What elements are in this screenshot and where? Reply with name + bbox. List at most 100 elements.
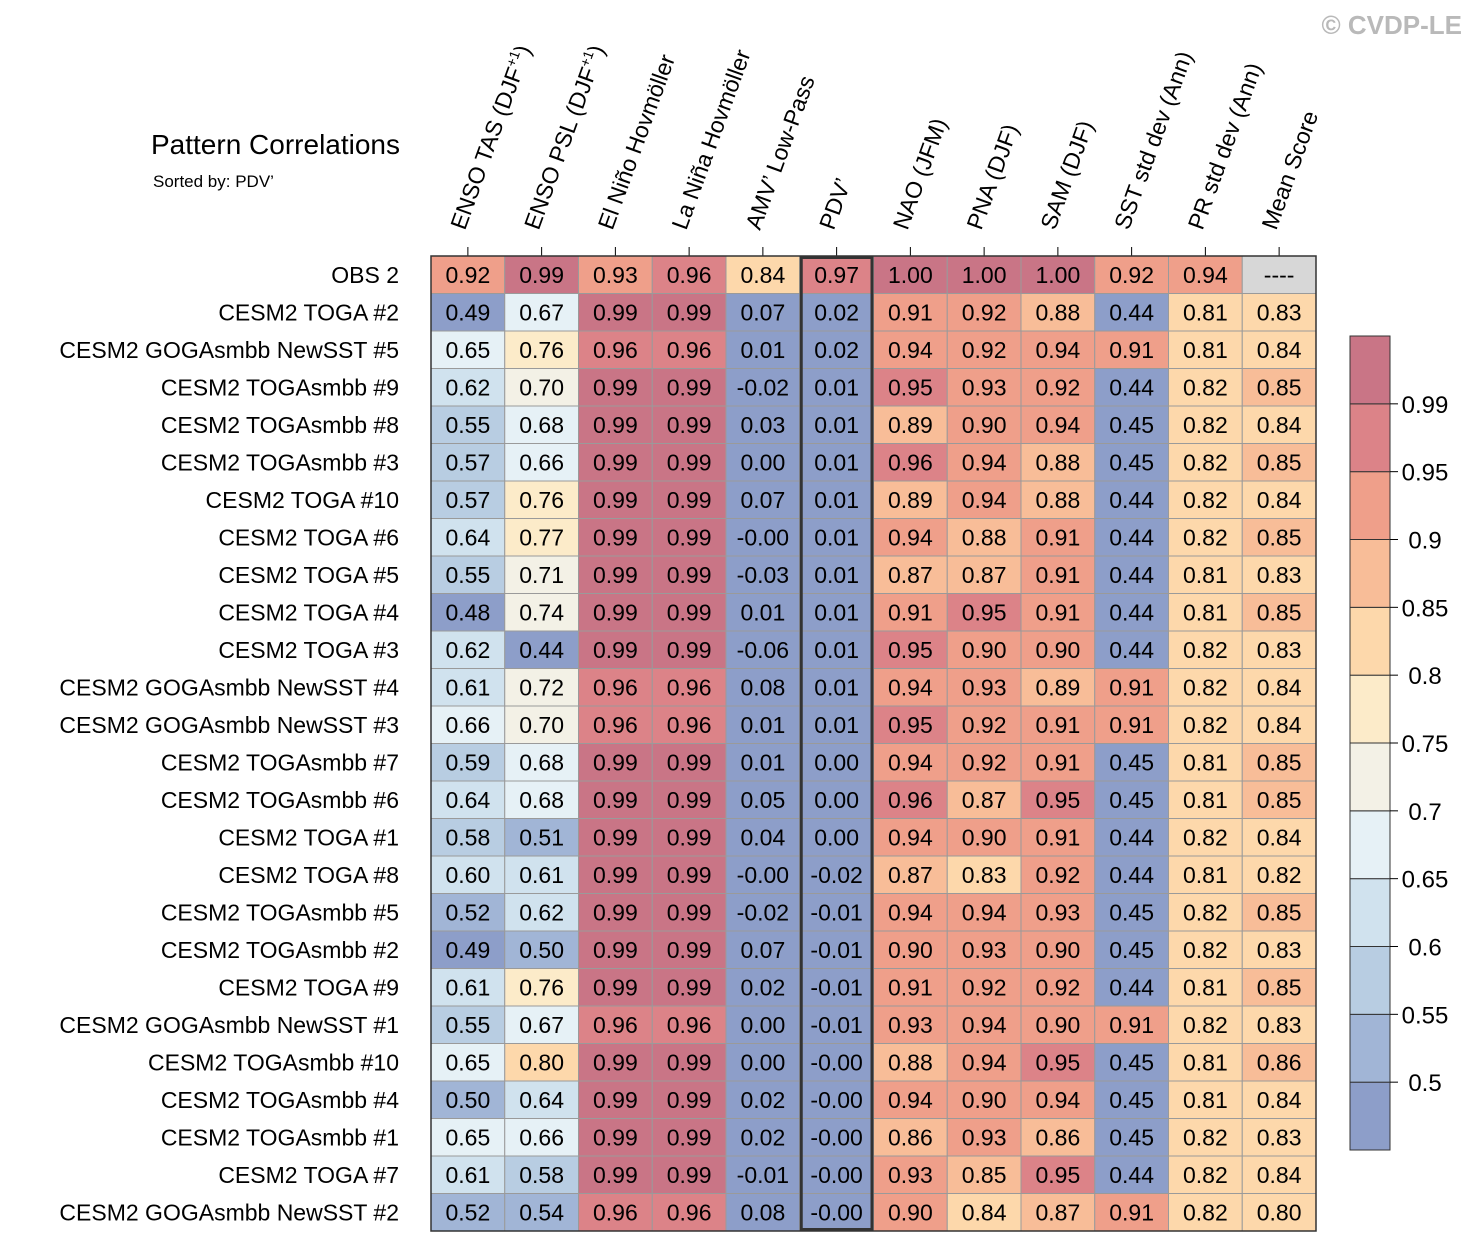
cell-value-label: 0.45 — [1109, 1087, 1154, 1113]
cell-value-label: 0.67 — [519, 1012, 564, 1038]
cell-value-label: 0.07 — [740, 299, 785, 325]
cell-value-label: 0.52 — [445, 899, 490, 925]
colorbar-tick-label: 0.85 — [1402, 595, 1449, 622]
cell-value-label: 0.01 — [814, 449, 859, 475]
heatmap-cell — [1168, 930, 1243, 969]
cell-value-label: 0.66 — [445, 712, 490, 738]
heatmap-cell — [1168, 405, 1243, 444]
heatmap-cell — [1094, 855, 1169, 894]
cell-value-label: 0.85 — [1257, 749, 1302, 775]
cell-value-label: 0.99 — [593, 787, 638, 813]
row-labels: OBS 2 CESM2 TOGA #2 CESM2 GOGAsmbb NewSST … — [59, 262, 399, 1226]
cell-value-label: 0.82 — [1183, 824, 1228, 850]
heatmap-cell — [799, 743, 874, 782]
cell-value-label: 0.92 — [1035, 374, 1080, 400]
heatmap-cell — [1168, 968, 1243, 1007]
row-label: CESM2 TOGA #8 — [218, 862, 399, 888]
cell-value-label: 0.92 — [1035, 974, 1080, 1000]
cell-value-label: 0.84 — [1257, 337, 1302, 363]
row-label: CESM2 TOGA #3 — [218, 637, 399, 663]
cell-value-label: 0.82 — [1257, 862, 1302, 888]
cell-value-label: 0.04 — [740, 824, 785, 850]
heatmap-cell — [873, 518, 948, 557]
cell-value-label: 0.64 — [445, 524, 490, 550]
heatmap-cell — [946, 630, 1022, 669]
heatmap-cell — [799, 1193, 874, 1232]
cell-value-label: 0.99 — [667, 487, 712, 513]
cell-value-label: 0.97 — [814, 262, 859, 288]
cell-value-label: 0.91 — [1035, 824, 1080, 850]
cell-value-label: 0.99 — [593, 824, 638, 850]
column-label: NAO (JFM) — [888, 115, 952, 233]
heatmap-cell — [430, 855, 506, 894]
cell-value-label: 0.99 — [593, 374, 638, 400]
cell-value-label: 0.01 — [814, 712, 859, 738]
cell-value-label: 0.95 — [888, 374, 933, 400]
cell-value-label: 0.90 — [1035, 1012, 1080, 1038]
cell-value-label: 0.99 — [593, 412, 638, 438]
row-label: CESM2 GOGAsmbb NewSST #3 — [59, 712, 399, 738]
cell-value-label: 0.82 — [1183, 1012, 1228, 1038]
cell-value-label: 0.96 — [593, 712, 638, 738]
cell-value-label: 0.45 — [1109, 449, 1154, 475]
heatmap-cell — [946, 968, 1022, 1007]
heatmap-cell — [578, 330, 653, 369]
heatmap-cell — [1241, 1118, 1317, 1157]
colorbar-tick-label: 0.8 — [1408, 663, 1441, 690]
cell-value-label: 1.00 — [962, 262, 1007, 288]
cell-value-label: 0.86 — [1035, 1124, 1080, 1150]
heatmap-cell — [1241, 630, 1317, 669]
cell-value-label: 0.84 — [962, 1199, 1007, 1225]
column-label: SST std dev (Ann) — [1109, 48, 1198, 233]
cell-value-label: 0.99 — [667, 412, 712, 438]
cell-value-label: 0.61 — [445, 1162, 490, 1188]
cell-value-label: 0.96 — [667, 712, 712, 738]
cell-value-label: 0.87 — [962, 562, 1007, 588]
cell-value-label: 0.86 — [1257, 1049, 1302, 1075]
heatmap-cell — [578, 968, 653, 1007]
heatmap-cell — [725, 1005, 801, 1044]
heatmap-cell — [1168, 330, 1243, 369]
cell-value-label: 0.91 — [1109, 337, 1154, 363]
cell-value-label: 0.92 — [1109, 262, 1154, 288]
cell-value-label: 0.99 — [593, 449, 638, 475]
cell-value-label: 0.82 — [1183, 1162, 1228, 1188]
heatmap-cell — [1241, 818, 1317, 857]
cell-value-label: 0.93 — [962, 937, 1007, 963]
row-label: CESM2 GOGAsmbb NewSST #5 — [59, 337, 399, 363]
heatmap-cell — [1241, 968, 1317, 1007]
heatmap-cell — [873, 405, 948, 444]
cell-value-label: 0.81 — [1183, 749, 1228, 775]
heatmap-cell — [1020, 1043, 1096, 1082]
heatmap-cell — [873, 443, 948, 482]
heatmap-cell — [1241, 1005, 1317, 1044]
heatmap-cell — [578, 443, 653, 482]
heatmap-cell — [1094, 368, 1169, 407]
cell-value-label: 0.44 — [1109, 487, 1154, 513]
colorbar-tick-label: 0.6 — [1408, 935, 1441, 962]
cell-value-label: 0.02 — [740, 974, 785, 1000]
row-label: CESM2 TOGAsmbb #5 — [161, 899, 399, 925]
cell-value-label: 0.44 — [1109, 637, 1154, 663]
cell-value-label: 0.96 — [667, 1199, 712, 1225]
cell-value-label: 0.45 — [1109, 1124, 1154, 1150]
cell-value-label: 0.99 — [593, 299, 638, 325]
row-label: CESM2 TOGA #1 — [218, 824, 399, 850]
heatmap-cell — [1094, 818, 1169, 857]
cell-value-label: -0.00 — [810, 1162, 862, 1188]
cell-value-label: 0.64 — [519, 1087, 564, 1113]
cell-value-label: 0.68 — [519, 412, 564, 438]
colorbar-segment — [1349, 810, 1391, 880]
cell-value-label: 0.44 — [1109, 562, 1154, 588]
column-label: PDV’ — [814, 175, 856, 233]
chart-subtitle: Sorted by: PDV’ — [153, 172, 274, 191]
cell-value-label: 0.96 — [888, 449, 933, 475]
cell-value-label: 0.44 — [1109, 524, 1154, 550]
colorbar-tick-label: 0.7 — [1408, 799, 1441, 826]
cell-value-label: 0.76 — [519, 487, 564, 513]
cell-value-label: 0.84 — [1257, 487, 1302, 513]
heatmap-cell — [725, 518, 801, 557]
cell-value-label: 0.80 — [519, 1049, 564, 1075]
heatmap-cell — [651, 555, 727, 594]
heatmap-cell — [725, 368, 801, 407]
